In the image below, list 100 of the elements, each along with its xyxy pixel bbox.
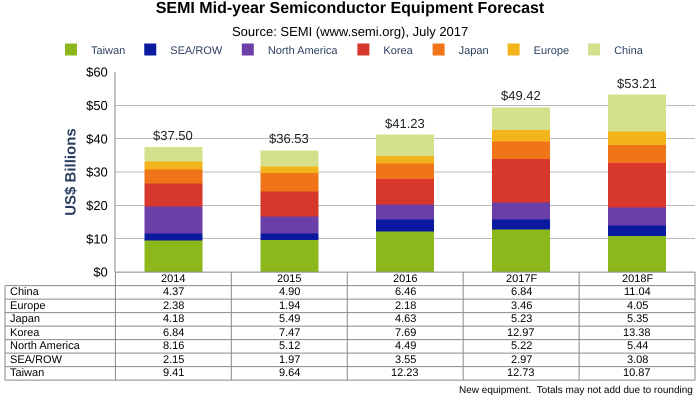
- bar: [144, 170, 202, 184]
- data-label: 2.97: [511, 354, 532, 366]
- data-label: 2.15: [163, 354, 184, 366]
- text: Japan: [10, 313, 40, 325]
- bar: [376, 178, 434, 204]
- data-label: 7.69: [395, 327, 416, 339]
- data-label: 9.41: [163, 367, 184, 379]
- bar: [376, 134, 434, 156]
- data-label: 3.55: [395, 354, 416, 366]
- bar: [492, 107, 550, 130]
- data-label: 13.38: [623, 327, 651, 339]
- data-label: 5.12: [279, 340, 300, 352]
- data-label: 4.63: [395, 313, 416, 325]
- bar: [608, 236, 666, 272]
- chart-subtitle: Source: SEMI (www.semi.org), July 2017: [232, 24, 468, 39]
- data-label: 6.46: [395, 286, 416, 298]
- bar: [144, 234, 202, 241]
- data-label: 4.49: [395, 340, 416, 352]
- text: New equipment. Totals may not add due to rounding: [459, 385, 693, 396]
- data-label: 6.84: [163, 327, 184, 339]
- y-tick-label: $50: [86, 98, 108, 113]
- data-label: 1.97: [279, 354, 300, 366]
- bar: [144, 240, 202, 272]
- y-tick-label: $30: [86, 164, 108, 180]
- bar: [376, 204, 434, 220]
- text: SEA/ROW: [10, 354, 62, 366]
- legend-label: Japan: [458, 44, 489, 57]
- data-label: 4.90: [279, 286, 300, 298]
- bar: [260, 166, 318, 174]
- bar: [260, 150, 318, 167]
- data-label: 5.35: [627, 313, 648, 325]
- data-label: 11.04: [624, 286, 651, 298]
- bar: [376, 231, 434, 272]
- y-tick-label: $40: [86, 131, 108, 146]
- bar: [376, 163, 434, 179]
- bar: [376, 219, 434, 232]
- bar: [492, 220, 550, 230]
- y-axis-title: US$ Billions: [62, 128, 80, 216]
- bar: [492, 230, 550, 272]
- x-tick-label: 2016: [393, 273, 418, 285]
- data-label: 4.05: [627, 300, 648, 312]
- bar: [608, 94, 666, 132]
- text: Korea: [10, 327, 40, 339]
- y-tick-label: $10: [86, 231, 108, 246]
- bar: [492, 159, 550, 202]
- data-label: 3.46: [511, 300, 532, 312]
- text: North America: [10, 340, 80, 352]
- data-label: 5.22: [511, 340, 532, 352]
- bar: [608, 131, 666, 145]
- legend-label: Europe: [534, 44, 570, 57]
- legend-label: North America: [268, 44, 338, 57]
- bar: [492, 202, 550, 220]
- bar: [376, 156, 434, 164]
- data-label: 5.44: [627, 340, 648, 352]
- data-label: 12.23: [391, 367, 419, 379]
- data-label: 12.73: [507, 367, 535, 379]
- bar: [144, 162, 202, 170]
- bar: [144, 184, 202, 206]
- data-label: 4.18: [163, 313, 184, 325]
- total-label: $41.23: [385, 116, 425, 131]
- x-tick-label: 2017F: [506, 273, 538, 285]
- data-label: 9.64: [279, 367, 300, 379]
- legend-label: Korea: [383, 44, 414, 57]
- data-label: 5.49: [279, 313, 300, 325]
- data-label: 10.87: [623, 367, 651, 379]
- chart-title: SEMI Mid-year Semiconductor Equipment Forecast: [156, 0, 545, 18]
- data-label: 7.47: [279, 327, 300, 339]
- legend-label: SEA/ROW: [170, 44, 223, 57]
- bar: [260, 173, 318, 192]
- data-label: 4.37: [163, 286, 184, 298]
- bar: [608, 144, 666, 163]
- data-label: 2.38: [163, 300, 184, 312]
- total-label: $49.42: [501, 88, 541, 103]
- data-label: 5.23: [511, 313, 532, 325]
- data-label: 12.97: [507, 327, 535, 339]
- bar: [144, 147, 202, 162]
- x-tick-label: 2014: [161, 273, 186, 285]
- data-label: 2.18: [395, 300, 416, 312]
- data-label: 6.84: [511, 286, 532, 298]
- bar: [608, 162, 666, 208]
- total-label: $37.50: [153, 128, 193, 143]
- text: China: [10, 286, 39, 298]
- bar: [608, 226, 666, 236]
- x-tick-label: 2018F: [622, 273, 654, 285]
- y-tick-label: $20: [86, 198, 108, 213]
- bar: [260, 233, 318, 240]
- bar: [260, 191, 318, 216]
- data-label: 3.08: [627, 354, 648, 366]
- data-label: 8.16: [163, 340, 184, 352]
- text: Europe: [10, 300, 46, 312]
- bar: [260, 240, 318, 272]
- y-tick-label: $0: [93, 264, 108, 280]
- bar: [608, 207, 666, 226]
- total-label: $53.21: [617, 76, 657, 91]
- bar: [144, 206, 202, 234]
- legend-label: China: [614, 44, 644, 57]
- text: Taiwan: [10, 367, 44, 379]
- bar: [492, 130, 550, 142]
- bar: [492, 142, 550, 160]
- total-label: $36.53: [269, 131, 309, 146]
